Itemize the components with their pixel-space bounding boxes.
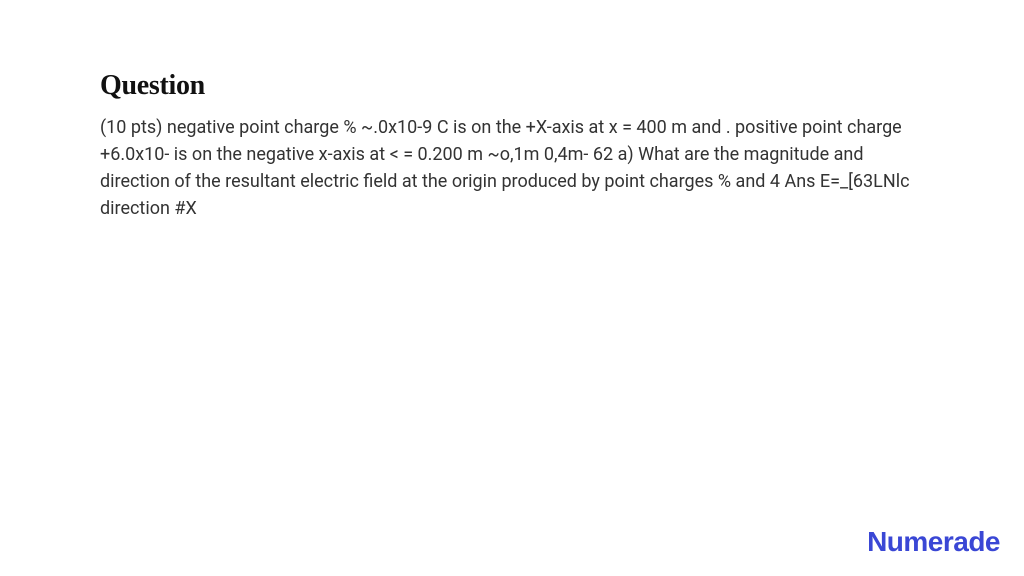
question-body: (10 pts) negative point charge % ~.0x10-… [100,114,924,222]
question-heading: Question [100,70,924,102]
numerade-logo: Numerade [867,526,1000,558]
question-block: Question (10 pts) negative point charge … [0,0,1024,222]
